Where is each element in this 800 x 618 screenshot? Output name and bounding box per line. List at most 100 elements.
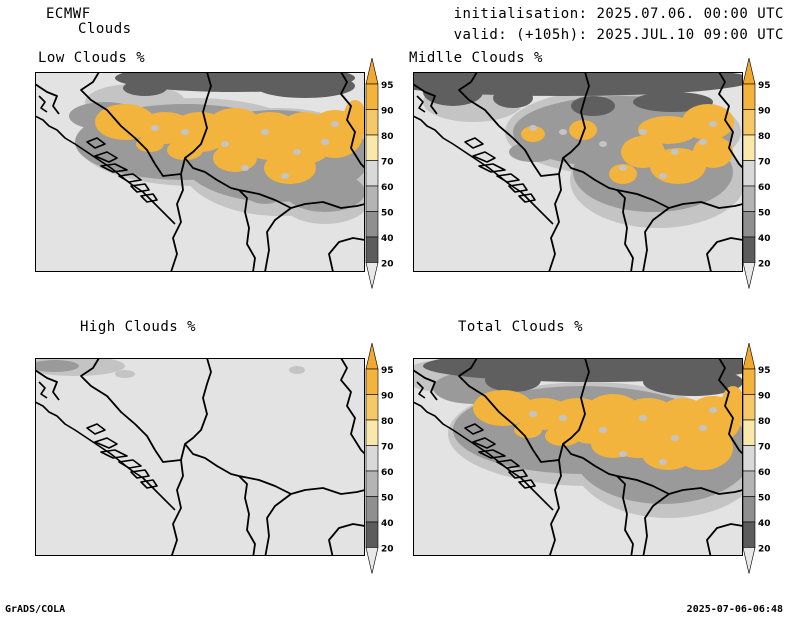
colorbar-tick-label: 80: [758, 417, 771, 427]
cloud-area-dense: [721, 386, 743, 426]
cloud-gap: [619, 165, 627, 171]
colorbar-segment: [365, 236, 379, 263]
cloud-gap: [639, 129, 647, 135]
colorbar-tick-label: 70: [758, 443, 771, 453]
country-border: [328, 237, 365, 272]
coastline: [118, 459, 142, 469]
cloud-area-dense: [343, 100, 365, 140]
cloud-area-dense: [167, 140, 203, 160]
colorbar-segment: [365, 368, 379, 395]
coastline: [35, 115, 176, 225]
cloud-gap: [699, 139, 707, 145]
product-label: Clouds: [78, 21, 132, 37]
cloud-gap: [321, 139, 329, 145]
country-border: [548, 157, 564, 272]
map-total: [413, 358, 743, 556]
coastline: [496, 459, 520, 469]
colorbar-segment: [742, 236, 756, 263]
country-border: [548, 443, 564, 556]
colorbar-tick-label: 20: [758, 545, 771, 555]
colorbar-tick-label: 80: [381, 417, 394, 427]
cloud-area-dense: [213, 144, 257, 172]
cloud-area-dark: [493, 88, 533, 108]
colorbar-arrow-top: [365, 343, 379, 370]
map-panel-middle: [413, 72, 743, 272]
colorbar-arrow-bottom: [365, 547, 379, 574]
cloud-gap: [599, 141, 607, 147]
colorbar-segment: [742, 445, 756, 472]
colorbar-arrow-bottom: [365, 262, 379, 289]
cloud-area-dense: [514, 422, 542, 438]
coastline: [38, 95, 48, 113]
colorbar-top-left: 95 90 80 70 60 50 40 20: [364, 58, 400, 294]
country-border: [718, 72, 743, 169]
coastline: [94, 151, 118, 163]
cloud-gap: [261, 129, 269, 135]
country-border: [458, 72, 534, 165]
cloud-gap: [241, 165, 249, 171]
coastline: [94, 437, 118, 449]
colorbar-tick-label: 90: [381, 392, 394, 402]
map-high: [35, 358, 365, 556]
cloud-area-dark: [633, 92, 713, 112]
colorbar-segment: [365, 419, 379, 446]
coastline: [416, 381, 426, 399]
colorbar-total: 95 90 80 70 60 50 40 20: [742, 343, 771, 574]
country-border: [80, 72, 156, 165]
colorbar-low: 95 90 80 70 60 50 40 20: [365, 58, 394, 289]
cloud-area-dark: [123, 80, 167, 96]
colorbar-tick-label: 20: [381, 545, 394, 555]
colorbar-segment: [742, 160, 756, 187]
cloud-area-dense: [521, 126, 545, 142]
colorbar-tick-label: 60: [381, 468, 394, 478]
coastline: [100, 163, 128, 173]
colorbar-tick-label: 40: [758, 519, 771, 529]
colorbar-tick-label: 90: [758, 107, 771, 117]
colorbar-tick-label: 60: [758, 183, 771, 193]
cloud-gap: [331, 121, 339, 127]
country-border: [706, 523, 743, 556]
colorbar-tick-label: 95: [758, 366, 771, 376]
cloud-area-dense: [609, 164, 637, 184]
cloud-area-dense: [264, 152, 316, 184]
country-border: [340, 358, 365, 455]
cloud-gap: [221, 141, 229, 147]
country-border: [413, 83, 438, 115]
cloud-area-dark: [255, 74, 355, 98]
panel-title-total: Total Clouds %: [458, 319, 584, 335]
colorbar-segment: [742, 211, 756, 238]
country-border: [80, 358, 156, 451]
colorbar-tick-label: 50: [758, 209, 771, 219]
coastline: [86, 137, 106, 149]
cloud-area-dark: [485, 368, 541, 392]
colorbar-segment: [742, 419, 756, 446]
cloud-gap: [619, 451, 627, 457]
colorbar-tick-label: 50: [381, 209, 394, 219]
country-border: [532, 449, 560, 463]
map-frame: [35, 72, 365, 272]
coastline: [100, 449, 128, 459]
valid-time: valid: (+105h): 2025.JUL.10 09:00 UTC: [453, 27, 784, 43]
coastline: [130, 183, 150, 193]
cloud-gap: [281, 173, 289, 179]
map-panel-low: [35, 72, 365, 272]
panel-title-high: High Clouds %: [80, 319, 197, 335]
country-border: [616, 475, 634, 556]
country-border: [328, 523, 365, 556]
init-time: initialisation: 2025.07.06. 00:00 UTC: [453, 6, 784, 22]
colorbar-tick-label: 70: [381, 158, 394, 168]
colorbar-segment: [365, 394, 379, 421]
country-border: [562, 72, 618, 191]
country-border: [35, 83, 60, 115]
country-border: [184, 358, 240, 477]
coastline: [38, 381, 48, 399]
colorbar-segment: [742, 109, 756, 136]
cloud-gap: [639, 415, 647, 421]
colorbar-tick-label: 40: [381, 234, 394, 244]
colorbar-segment: [742, 394, 756, 421]
country-border: [170, 443, 186, 556]
cloud-gap: [671, 435, 679, 441]
country-border: [642, 207, 670, 272]
map-low: [35, 72, 365, 272]
coastline: [508, 469, 528, 479]
